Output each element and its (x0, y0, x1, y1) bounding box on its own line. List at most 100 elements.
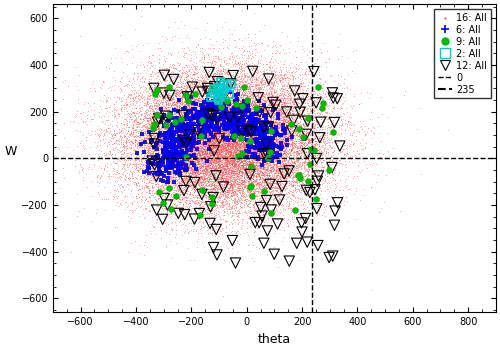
Point (210, 145, 218, 150)
Point (248, 101, 256, 106)
Point (284, 172, 292, 177)
Point (174, 115, 182, 121)
Point (202, 175, 209, 181)
Point (198, 212, 205, 217)
Point (301, 146, 309, 151)
Point (301, 94, 309, 100)
Point (216, 202, 224, 208)
Point (222, 170, 230, 175)
Point (188, 149, 196, 155)
Point (234, 150, 242, 156)
Point (257, 172, 265, 178)
Point (221, 154, 229, 160)
Point (309, 174, 317, 179)
Point (344, 218, 352, 224)
Point (288, 150, 296, 155)
Point (208, 154, 216, 160)
Point (235, 147, 243, 152)
Point (116, 89, 124, 95)
Point (216, 133, 224, 139)
Point (316, 196, 324, 201)
Point (240, 114, 248, 120)
Point (236, 122, 244, 127)
Point (162, 161, 170, 167)
Point (250, 139, 258, 145)
Point (230, 157, 237, 163)
Point (301, 77, 309, 82)
Point (202, 120, 209, 126)
Point (266, 166, 274, 171)
Point (267, 149, 275, 155)
Point (233, 152, 241, 158)
Point (216, 138, 224, 143)
Point (248, 101, 256, 106)
Point (193, 144, 201, 149)
Point (218, 177, 226, 183)
Point (289, 182, 297, 188)
Point (223, 188, 231, 193)
Point (144, 133, 152, 138)
Point (236, 150, 244, 156)
Point (162, 147, 170, 152)
Point (195, 135, 203, 140)
Point (246, 102, 254, 107)
Point (183, 150, 191, 155)
Point (260, 162, 268, 168)
Point (192, 142, 200, 147)
Point (175, 143, 183, 149)
Point (254, 172, 262, 178)
Point (272, 185, 280, 191)
Point (254, 124, 262, 130)
Point (242, 104, 250, 110)
Point (190, 92, 198, 97)
Point (220, 166, 228, 172)
Point (245, 152, 253, 158)
Point (180, 126, 188, 132)
Point (224, 200, 232, 205)
Point (244, 152, 252, 157)
Point (284, 109, 292, 115)
Point (279, 108, 287, 114)
Point (280, 82, 288, 88)
Point (144, 168, 152, 174)
Point (172, 160, 179, 165)
Point (242, 154, 250, 160)
Point (205, 154, 213, 160)
Point (216, 97, 224, 103)
Point (181, 185, 189, 190)
Point (310, 151, 318, 156)
Point (226, 162, 234, 168)
Point (293, 102, 301, 107)
Point (261, 146, 269, 152)
Point (271, 142, 279, 148)
Point (284, 119, 292, 125)
Point (205, 150, 213, 156)
Point (195, 172, 203, 177)
Point (257, 150, 265, 155)
Point (251, 128, 259, 133)
Point (130, 87, 138, 93)
Point (244, 56, 252, 61)
Point (240, 93, 248, 98)
Point (246, 74, 254, 79)
Point (203, 104, 211, 110)
Point (140, 110, 148, 116)
Point (240, 132, 248, 138)
Point (157, 49, 165, 54)
Point (195, 105, 203, 111)
Point (156, 157, 164, 162)
Point (212, 178, 220, 183)
Point (282, 119, 290, 125)
Point (182, 203, 190, 208)
Point (252, 89, 260, 95)
Point (239, 141, 247, 147)
Point (200, 111, 208, 116)
Point (183, 170, 191, 175)
Point (288, 130, 296, 135)
Point (286, 121, 294, 127)
Point (208, 194, 216, 199)
Point (216, 75, 224, 80)
Point (144, 125, 152, 131)
Point (250, 153, 258, 159)
Point (318, 81, 326, 86)
